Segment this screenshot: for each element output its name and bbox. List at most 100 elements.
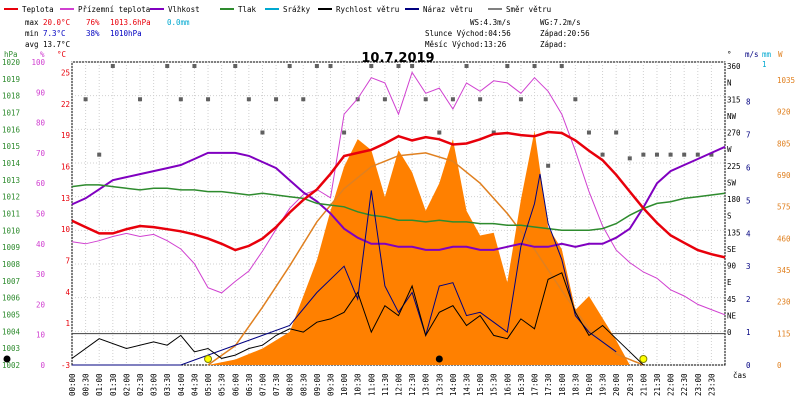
wind-dir-point — [450, 97, 455, 102]
tick-x: 09:30 — [326, 373, 335, 396]
wind-dir-point — [478, 97, 483, 102]
stat-ws: WS:4.3m/s — [470, 18, 511, 27]
wind-dir-point — [600, 152, 605, 157]
tick-dir: 180 — [727, 195, 741, 204]
tick-w: 920 — [777, 108, 791, 117]
moon-icon — [3, 355, 11, 363]
legend-label-5: Rychlost větru — [336, 5, 399, 14]
legend-label-6: Náraz větru — [423, 5, 473, 14]
tick-c: 16 — [61, 162, 71, 171]
tick-dir: NE — [727, 311, 737, 320]
tick-pct: 80 — [36, 119, 46, 128]
tick-dir: N — [727, 79, 732, 88]
wind-dir-point — [314, 64, 319, 68]
sunset-icon — [639, 355, 648, 363]
tick-pct: 0 — [40, 361, 45, 370]
legend-label-1: Přízemní teplota — [78, 5, 150, 14]
legend-label-2: Vlhkost — [168, 5, 200, 14]
tick-hpa: 1011 — [2, 210, 20, 219]
wind-dir-point — [423, 97, 428, 102]
wind-dir-point — [274, 97, 279, 102]
tick-x: 22:00 — [667, 373, 676, 396]
wind-dir-point — [410, 64, 415, 68]
axis-unit-pct: % — [40, 50, 45, 59]
tick-x: 02:30 — [136, 373, 145, 396]
wind-dir-point — [641, 152, 646, 157]
tick-hpa: 1008 — [2, 260, 21, 269]
tick-hpa: 1020 — [2, 58, 21, 67]
wind-dir-point — [342, 130, 347, 135]
tick-x: 12:00 — [395, 373, 404, 396]
tick-x: 17:00 — [531, 373, 540, 396]
tick-ms: 2 — [746, 295, 751, 304]
tick-dir: 315 — [727, 95, 741, 104]
legend-label-7: Směr větru — [506, 5, 551, 14]
tick-x: 03:30 — [163, 373, 172, 396]
moonrise-icon — [435, 355, 443, 363]
axis-rain-top: 1 — [762, 60, 767, 69]
tick-hpa: 1019 — [2, 75, 20, 84]
tick-pct: 90 — [36, 88, 46, 97]
wind-dir-point — [491, 130, 496, 135]
tick-hpa: 1014 — [2, 159, 21, 168]
wind-dir-point — [246, 97, 251, 102]
plot-area — [3, 64, 726, 366]
wind-dir-point — [396, 64, 401, 68]
stat-sun-set: Západ:20:56 — [540, 29, 590, 38]
tick-x: 00:30 — [82, 373, 91, 396]
stat-avg-temp: 13.7°C — [43, 40, 70, 49]
tick-dir: S — [727, 212, 732, 221]
wind-dir-point — [682, 152, 687, 157]
tick-c: 4 — [65, 288, 70, 297]
tick-c: 7 — [65, 257, 70, 266]
sunrise-icon — [204, 355, 213, 363]
tick-w: 460 — [777, 234, 791, 243]
stat-moon: Měsíc Východ:13:26 — [425, 40, 507, 49]
wind-dir-point — [614, 130, 619, 135]
stat-min-press: 1010hPa — [110, 29, 142, 38]
wind-dir-point — [437, 130, 442, 135]
wind-dir-point — [178, 97, 183, 102]
wind-dir-point — [464, 64, 469, 68]
tick-dir: 135 — [727, 228, 741, 237]
tick-x: 15:00 — [476, 373, 485, 396]
legend: Teplota Přízemní teplota Vlhkost Tlak Srážky… — [4, 5, 551, 14]
wind-dir-point — [287, 64, 292, 68]
tick-x: 06:00 — [231, 373, 240, 396]
legend-label-3: Tlak — [238, 5, 257, 14]
tick-pct: 30 — [36, 270, 46, 279]
axis-unit-mm: mm — [762, 50, 772, 59]
tick-x: 08:00 — [286, 373, 295, 396]
tick-c: 1 — [65, 319, 70, 328]
tick-w: 575 — [777, 203, 791, 212]
tick-x: 12:30 — [408, 373, 417, 396]
stats-panel: max 20.0°C 76% 1013.6hPa 0.0mm min 7.3°C… — [25, 18, 590, 49]
tick-x: 16:30 — [517, 373, 526, 396]
tick-pct: 40 — [36, 240, 46, 249]
tick-x: 04:00 — [177, 373, 186, 396]
wind-dir-point — [369, 64, 374, 68]
tick-x: 09:00 — [313, 373, 322, 396]
chart-title: 10.7.2019 — [361, 51, 434, 66]
wind-dir-point — [695, 152, 700, 157]
axis-unit-w: W — [778, 50, 783, 59]
axis-ticks: 1020101910181017101610151014101310121011… — [2, 58, 795, 396]
stat-min-hum: 38% — [86, 29, 100, 38]
stat-sun: Slunce Východ:04:56 — [425, 29, 511, 38]
tick-x: 10:30 — [354, 373, 363, 396]
tick-c: 13 — [61, 194, 70, 203]
tick-x: 23:00 — [694, 373, 703, 396]
tick-ms: 6 — [746, 163, 751, 172]
tick-x: 17:30 — [544, 373, 553, 396]
tick-x: 18:30 — [571, 373, 580, 396]
tick-ms: 3 — [746, 262, 751, 271]
tick-ms: 8 — [746, 98, 751, 107]
x-axis-label: čas — [733, 371, 747, 380]
tick-hpa: 1016 — [2, 125, 21, 134]
tick-x: 00:00 — [68, 373, 77, 396]
stat-avg-label: avg — [25, 40, 39, 49]
tick-x: 07:30 — [272, 373, 281, 396]
tick-hpa: 1004 — [2, 327, 21, 336]
